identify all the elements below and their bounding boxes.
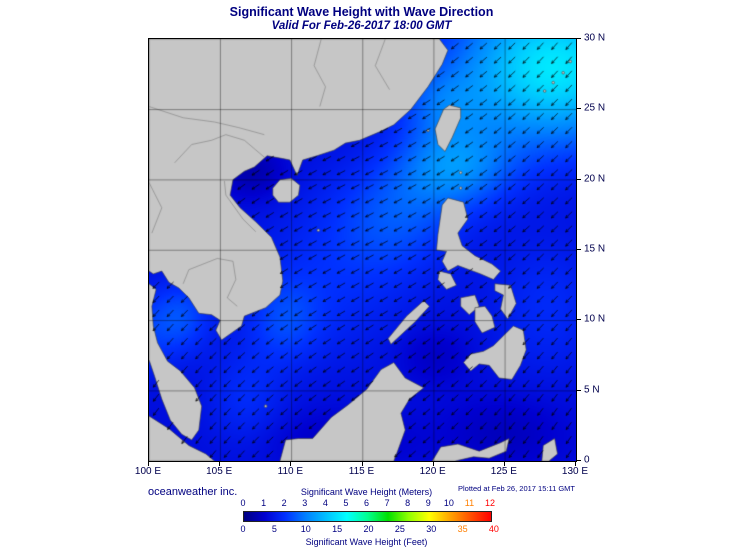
colorbar-meters-tick-label: 7 (384, 498, 390, 508)
colorbar-meters-tick-label: 2 (281, 498, 287, 508)
lon-axis-tick (361, 462, 363, 466)
lon-label: 125 E (490, 466, 517, 477)
colorbar-feet-tick-label: 25 (394, 524, 405, 534)
lon-label: 105 E (206, 466, 233, 477)
lat-label: 5 N (584, 384, 600, 396)
lat-axis-tick (577, 319, 581, 321)
lat-label: 15 N (584, 243, 606, 255)
lat-axis-tick (577, 38, 581, 39)
lon-axis-tick (503, 462, 505, 466)
colorbar-meters-tick-label: 11 (464, 498, 475, 508)
lat-label: 20 N (584, 173, 606, 185)
lat-label: 10 N (584, 313, 606, 325)
colorbar-feet-tick-label: 0 (240, 524, 246, 534)
colorbar-meters-tick-label: 4 (322, 498, 328, 508)
colorbar-feet-tick-label: 10 (300, 524, 311, 534)
colorbar-meters-tick-label: 9 (425, 498, 431, 508)
colorbar-meters-tick-label: 8 (405, 498, 411, 508)
lat-axis-tick (577, 178, 581, 180)
credit-text: oceanweather inc. (148, 486, 238, 498)
lon-axis-tick (219, 462, 221, 466)
lat-axis-tick (577, 389, 581, 391)
colorbar-meters-tick-label: 12 (484, 498, 496, 508)
valid-time-subtitle: Valid For Feb-26-2017 18:00 GMT (271, 20, 452, 32)
colorbar-feet-tick-label: 35 (457, 524, 468, 534)
colorbar-feet-tick-label: 20 (363, 524, 374, 534)
lon-axis-tick (432, 462, 434, 466)
lon-axis-tick (575, 462, 576, 466)
page-title: Significant Wave Height with Wave Direct… (229, 5, 494, 19)
colorbar-feet-tick-label: 15 (332, 524, 343, 534)
lon-label: 115 E (348, 466, 375, 477)
colorbar-meters-tick-label: 6 (363, 498, 370, 508)
colorbar-meters-tick-label: 5 (343, 498, 349, 508)
lat-axis-tick (577, 108, 581, 110)
lon-label: 110 E (277, 466, 304, 477)
map-frame (148, 38, 577, 462)
lat-axis-tick (577, 460, 581, 461)
colorbar-meters-tick-label: 1 (261, 498, 267, 508)
lon-axis-tick (290, 462, 292, 466)
colorbar-gradient (243, 511, 492, 522)
colorbar-feet-tick-label: 5 (271, 524, 277, 534)
lon-axis-tick (148, 462, 149, 466)
lon-label: 100 E (134, 466, 162, 477)
map-canvas (149, 39, 576, 461)
colorbar-meters-tick-label: 10 (443, 498, 454, 508)
lat-axis-tick (577, 249, 581, 250)
colorbar-feet-tick-label: 30 (426, 524, 437, 534)
lon-label: 120 E (419, 466, 446, 477)
colorbar-meters-tick-label: 3 (302, 498, 308, 508)
lat-label: 25 N (584, 102, 606, 114)
lat-label: 30 N (584, 32, 606, 44)
colorbar-feet-tick-label: 40 (488, 524, 499, 534)
lat-label: 0 (584, 454, 590, 466)
plot-timestamp: Plotted at Feb 26, 2017 15:11 GMT (457, 484, 575, 493)
colorbar-title-feet: Significant Wave Height (Feet) (305, 537, 428, 547)
colorbar-title-meters: Significant Wave Height (Meters) (300, 487, 433, 497)
lon-label: 130 E (561, 466, 589, 477)
colorbar-meters-tick-label: 0 (240, 498, 246, 508)
